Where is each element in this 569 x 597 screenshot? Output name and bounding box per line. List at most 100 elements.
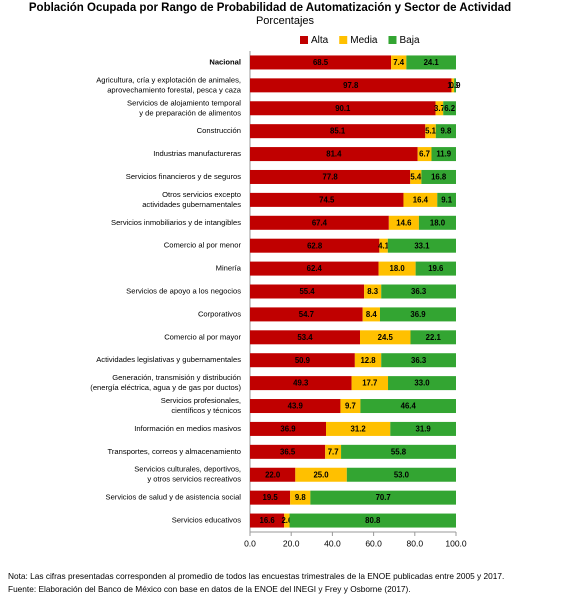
- bar-segment: [250, 284, 365, 299]
- value-label: 6.7: [419, 150, 430, 159]
- value-label: 33.1: [414, 241, 430, 250]
- bar-segment: [431, 147, 456, 162]
- bar-segment: [250, 101, 436, 116]
- bar-segment: [390, 421, 456, 436]
- bar-segment: [340, 399, 361, 414]
- category-label: Servicios de alojamiento temporal: [127, 98, 241, 107]
- bar-segment: [443, 101, 456, 116]
- bar-segment: [250, 330, 361, 345]
- x-tick-label: 60.0: [365, 538, 382, 548]
- category-label: Actividades legislativas y gubernamental…: [96, 355, 241, 364]
- value-label: 7.7: [328, 447, 339, 456]
- bar-segment: [388, 215, 419, 230]
- bar-segment: [325, 444, 342, 459]
- legend-swatch: [339, 36, 348, 44]
- value-label: 43.9: [288, 402, 304, 411]
- category-label: Servicios inmobiliarios y de intangibles: [111, 218, 241, 227]
- category-label: actividades gubernamentales: [142, 200, 241, 209]
- value-label: 53.0: [394, 470, 410, 479]
- value-label: 19.6: [428, 264, 444, 273]
- category-label: Generación, transmisión y distribución: [112, 373, 241, 382]
- x-tick-label: 0.0: [244, 538, 256, 548]
- bar-segment: [250, 376, 352, 391]
- value-label: 85.1: [330, 127, 346, 136]
- bar-segment: [250, 55, 392, 70]
- value-label: 19.5: [262, 493, 278, 502]
- bar-segment: [250, 261, 379, 276]
- value-label: 16.8: [431, 173, 447, 182]
- value-label: 33.0: [414, 379, 430, 388]
- value-label: 62.4: [307, 264, 323, 273]
- value-label: 46.4: [401, 402, 417, 411]
- bar-segment: [437, 192, 456, 207]
- bar-segment: [406, 55, 456, 70]
- category-label: Servicios de salud y de asistencia socia…: [106, 493, 242, 502]
- bar-segment: [403, 192, 438, 207]
- legend-label: Media: [350, 35, 378, 46]
- bar-segment: [391, 55, 407, 70]
- value-label: 17.7: [362, 379, 377, 388]
- value-label: 6.2: [444, 104, 456, 113]
- bar-segment: [250, 192, 404, 207]
- value-label: 2.6: [281, 516, 293, 525]
- bar-segment: [250, 307, 363, 322]
- bar-segment: [388, 376, 456, 391]
- value-label: 4.1: [378, 241, 390, 250]
- bar-segment: [360, 330, 411, 345]
- bar-segment: [360, 399, 456, 414]
- value-label: 7.4: [393, 58, 405, 67]
- value-label: 62.8: [307, 241, 323, 250]
- bar-segment: [410, 169, 422, 184]
- value-label: 31.9: [416, 424, 432, 433]
- bar-segment: [284, 513, 290, 528]
- source: Fuente: Elaboración del Banco de México …: [8, 584, 411, 594]
- category-label: Agricultura, cría y explotación de anima…: [96, 75, 241, 84]
- value-label: 14.6: [396, 218, 412, 227]
- value-label: 11.9: [436, 150, 451, 159]
- x-tick-label: 20.0: [283, 538, 300, 548]
- category-label: Comercio al por menor: [164, 241, 242, 250]
- bar-segment: [378, 261, 416, 276]
- value-label: 50.9: [295, 356, 311, 365]
- value-label: 9.7: [345, 402, 356, 411]
- value-label: 49.3: [293, 379, 309, 388]
- category-label: Servicios culturales, deportivos,: [134, 465, 241, 474]
- category-label: Corporativos: [198, 309, 241, 318]
- note: Nota: Las cifras presentadas corresponde…: [8, 571, 504, 581]
- bar-segment: [364, 284, 382, 299]
- bar-segment: [418, 215, 456, 230]
- bar-segment: [421, 169, 456, 184]
- category-label: Minería: [216, 264, 242, 273]
- bar-segment: [354, 353, 382, 368]
- bar-segment: [250, 490, 291, 505]
- chart-subtitle: Porcentajes: [256, 15, 315, 27]
- bar-segment: [289, 513, 456, 528]
- value-label: 24.1: [424, 58, 440, 67]
- bar-segment: [351, 376, 389, 391]
- legend-label: Baja: [399, 35, 419, 46]
- value-label: 18.0: [430, 218, 446, 227]
- value-label: 25.0: [313, 470, 329, 479]
- legend-swatch: [388, 36, 397, 44]
- bar-segment: [417, 147, 432, 162]
- category-label: Servicios educativos: [172, 516, 241, 525]
- value-label: 24.5: [378, 333, 394, 342]
- bar-segment: [346, 467, 456, 482]
- x-tick-label: 80.0: [407, 538, 424, 548]
- value-label: 16.6: [260, 516, 276, 525]
- bar-segment: [362, 307, 380, 322]
- bar-segment: [425, 124, 436, 139]
- value-label: 3.7: [434, 104, 445, 113]
- value-label: 12.8: [360, 356, 376, 365]
- value-label: 36.3: [411, 356, 427, 365]
- bar-segment: [435, 101, 444, 116]
- value-label: 70.7: [376, 493, 391, 502]
- bar-segment: [250, 238, 380, 253]
- category-label: y otros servicios recreativos: [147, 475, 241, 484]
- value-label: 9.1: [441, 195, 453, 204]
- value-label: 36.5: [280, 447, 296, 456]
- bar-segment: [250, 353, 355, 368]
- bar-segment: [326, 421, 391, 436]
- value-label: 36.9: [410, 310, 426, 319]
- bar-segment: [310, 490, 456, 505]
